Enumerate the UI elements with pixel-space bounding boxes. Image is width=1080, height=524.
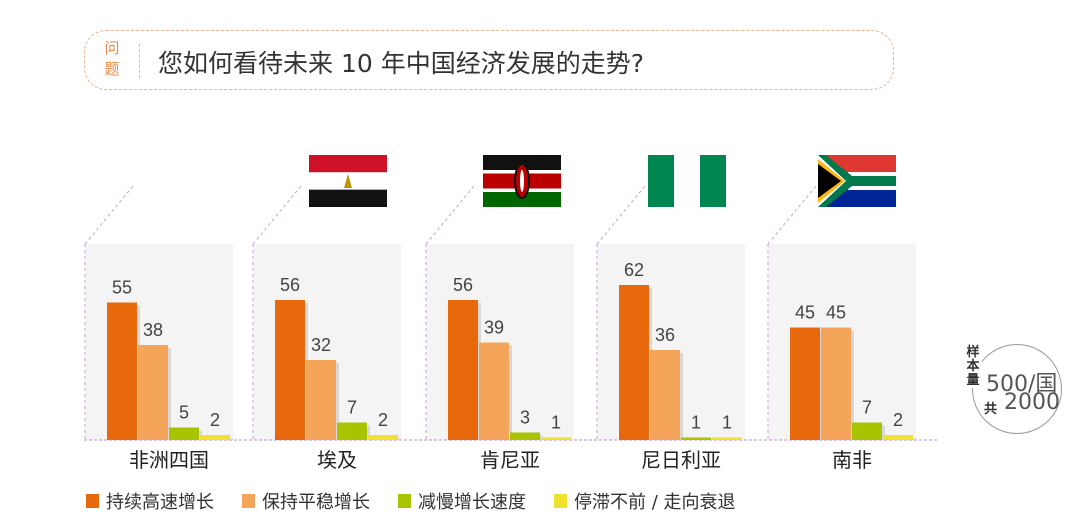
category-label: 埃及 bbox=[317, 448, 357, 472]
bar-value-label: 3 bbox=[520, 408, 530, 428]
bar bbox=[275, 300, 305, 440]
bar-value-label: 7 bbox=[347, 398, 357, 418]
bar-value-label: 5 bbox=[179, 403, 189, 423]
bar bbox=[650, 350, 680, 440]
legend-item-steady-growth: 保持平稳增长 bbox=[242, 488, 370, 514]
bar bbox=[712, 437, 742, 440]
bar bbox=[107, 302, 137, 440]
legend-swatch bbox=[398, 494, 411, 508]
question-divider bbox=[139, 44, 140, 78]
bar-value-label: 62 bbox=[624, 260, 644, 280]
bar bbox=[883, 435, 913, 440]
sample-per-country: 500/国 bbox=[986, 372, 1058, 397]
bar-value-label: 56 bbox=[453, 275, 473, 295]
bar-value-label: 36 bbox=[655, 325, 675, 345]
bar bbox=[337, 422, 367, 440]
question-tag: 问题 bbox=[104, 39, 120, 78]
legend-item-stagnation: 停滞不前 / 走向衰退 bbox=[554, 488, 736, 514]
bar-value-label: 32 bbox=[311, 335, 331, 355]
legend-swatch bbox=[86, 494, 99, 508]
bar-value-label: 2 bbox=[210, 410, 220, 430]
sample-circle bbox=[972, 344, 1062, 434]
legend-item-slower-growth: 减慢增长速度 bbox=[398, 488, 526, 514]
bar bbox=[138, 345, 168, 440]
sample-total-label: 共 bbox=[984, 402, 998, 417]
bar bbox=[448, 300, 478, 440]
category-label: 肯尼亚 bbox=[480, 448, 540, 472]
south-africa-flag-icon bbox=[818, 155, 896, 207]
panel-slant-line bbox=[252, 185, 302, 245]
bar bbox=[852, 422, 882, 440]
bar-value-label: 1 bbox=[551, 413, 561, 433]
bar-value-label: 2 bbox=[893, 410, 903, 430]
bar bbox=[510, 432, 540, 440]
bar-value-label: 7 bbox=[862, 398, 872, 418]
nigeria-flag-icon bbox=[648, 155, 726, 207]
question-box bbox=[84, 30, 894, 90]
bar-value-label: 39 bbox=[484, 318, 504, 338]
bar-value-label: 2 bbox=[378, 410, 388, 430]
bar bbox=[541, 437, 571, 440]
bar-value-label: 1 bbox=[691, 413, 701, 433]
category-label: 非洲四国 bbox=[129, 448, 209, 472]
panel-slant-line bbox=[425, 185, 475, 245]
sample-size-badge: 样本量 500/国 共 2000 bbox=[956, 344, 1062, 440]
bar bbox=[368, 435, 398, 440]
bar bbox=[681, 437, 711, 440]
legend-swatch bbox=[554, 494, 567, 508]
bar bbox=[619, 285, 649, 440]
kenya-flag-icon bbox=[483, 155, 561, 207]
bar bbox=[479, 342, 509, 440]
question-text: 您如何看待未来 10 年中国经济发展的走势? bbox=[158, 49, 644, 78]
legend-label: 持续高速增长 bbox=[106, 492, 214, 513]
bar bbox=[306, 360, 336, 440]
sample-label: 样本量 bbox=[964, 346, 982, 388]
legend: 持续高速增长 保持平稳增长 减慢增长速度 停滞不前 / 走向衰退 bbox=[86, 488, 736, 514]
sample-total: 2000 bbox=[1004, 390, 1060, 415]
legend-swatch bbox=[242, 494, 255, 508]
bar bbox=[169, 427, 199, 440]
panel-slant-line bbox=[84, 185, 134, 245]
legend-item-rapid-growth: 持续高速增长 bbox=[86, 488, 214, 514]
egypt-flag-icon bbox=[309, 155, 387, 207]
bar-value-label: 38 bbox=[143, 320, 163, 340]
bar bbox=[200, 435, 230, 440]
bar-value-label: 1 bbox=[722, 413, 732, 433]
panel-slant-line bbox=[596, 185, 646, 245]
legend-label: 停滞不前 / 走向衰退 bbox=[574, 492, 736, 513]
legend-label: 减慢增长速度 bbox=[418, 492, 526, 513]
category-label: 南非 bbox=[832, 448, 872, 472]
bar-value-label: 55 bbox=[112, 278, 132, 298]
panel-slant-line bbox=[767, 185, 817, 245]
category-label: 尼日利亚 bbox=[641, 448, 721, 472]
bar bbox=[821, 327, 851, 440]
bar-value-label: 45 bbox=[826, 303, 846, 323]
bar-value-label: 45 bbox=[795, 303, 815, 323]
bar-value-label: 56 bbox=[280, 275, 300, 295]
bar bbox=[790, 327, 820, 440]
legend-label: 保持平稳增长 bbox=[262, 492, 370, 513]
